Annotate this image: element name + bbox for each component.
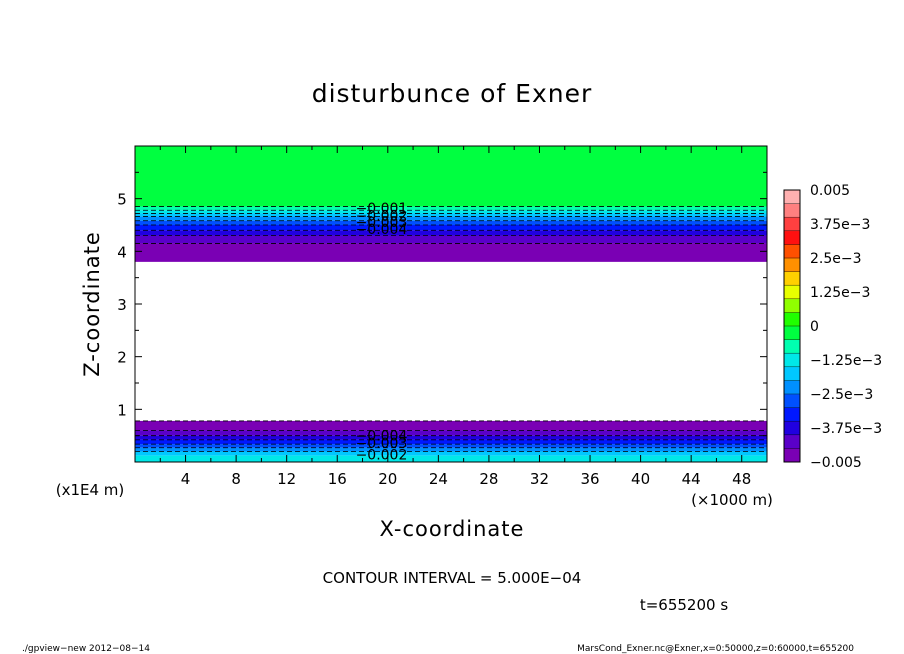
colorbar-labels: 0.005 3.75e−3 2.5e−3 1.25e−3 0 −1.25e−3 −2.5e−… bbox=[810, 183, 882, 471]
colorbar-label-4: 0 bbox=[810, 319, 819, 335]
footer-right: MarsCond_Exner.nc@Exner,x=0:50000,z=0:60… bbox=[577, 644, 854, 654]
colorbar-segment-7 bbox=[784, 353, 800, 368]
x-tick-label-12: 12 bbox=[277, 470, 296, 488]
colorbar-segment-16 bbox=[784, 230, 800, 245]
contour-label-5: −0.003 bbox=[356, 436, 408, 452]
colorbar-label-6: −2.5e−3 bbox=[810, 387, 873, 403]
colorbar-segment-14 bbox=[784, 258, 800, 272]
colorbar-label-2: 2.5e−3 bbox=[810, 251, 862, 267]
contour-band-14 bbox=[135, 444, 767, 448]
y-tick-label-2: 2 bbox=[117, 349, 127, 367]
contour-band-7 bbox=[135, 230, 767, 236]
x-tick-label-24: 24 bbox=[429, 470, 448, 488]
contour-label-1: −0.002 bbox=[356, 209, 408, 225]
contour-band-2 bbox=[135, 210, 767, 214]
x-tick-label-16: 16 bbox=[328, 470, 347, 488]
colorbar-segment-12 bbox=[784, 285, 800, 300]
chart-title: disturbunce of Exner bbox=[312, 79, 593, 108]
footer-left: ./gpview−new 2012−08−14 bbox=[22, 644, 150, 654]
colorbar-label-3: 1.25e−3 bbox=[810, 285, 870, 301]
contour-band-12 bbox=[135, 435, 767, 440]
contour-band-5 bbox=[135, 220, 767, 225]
x-axis-label: X-coordinate bbox=[380, 517, 525, 541]
contour-band-10 bbox=[135, 420, 767, 431]
contour-labels: −0.001−0.002−0.003−0.004−0.004−0.003−0.0… bbox=[356, 201, 408, 463]
colorbar-label-1: 3.75e−3 bbox=[810, 217, 870, 233]
colorbar-label-0: 0.005 bbox=[810, 183, 850, 199]
colorbar-frame bbox=[783, 189, 801, 463]
colorbar bbox=[783, 189, 801, 463]
contour-band-3 bbox=[135, 213, 767, 217]
colorbar-segment-18 bbox=[784, 203, 800, 218]
time-text: t=655200 s bbox=[640, 596, 728, 614]
contour-band-6 bbox=[135, 225, 767, 231]
x-axis: 4 8 12 16 20 24 28 32 36 40 44 48 bbox=[159, 146, 768, 488]
y-tick-label-3: 3 bbox=[117, 296, 127, 314]
contour-band-0 bbox=[135, 146, 767, 207]
y-tick-label-1: 1 bbox=[117, 401, 127, 419]
x-unit-label: (×1000 m) bbox=[691, 491, 773, 509]
contour-label-2: −0.003 bbox=[356, 215, 408, 231]
y-axis-label: Z-coordinate bbox=[80, 231, 104, 377]
contour-label-6: −0.002 bbox=[356, 448, 408, 464]
x-tick-label-32: 32 bbox=[530, 470, 549, 488]
x-tick-label-8: 8 bbox=[231, 470, 241, 488]
colorbar-segment-0 bbox=[784, 448, 800, 463]
contour-band-16 bbox=[135, 451, 767, 456]
contour-interval-text: CONTOUR INTERVAL = 5.000E−04 bbox=[323, 569, 582, 587]
colorbar-segment-8 bbox=[784, 339, 800, 354]
contour-bands bbox=[135, 146, 767, 462]
x-tick-label-40: 40 bbox=[631, 470, 650, 488]
colorbar-segment-1 bbox=[784, 434, 800, 449]
colorbar-segment-9 bbox=[784, 326, 800, 340]
y-tick-label-5: 5 bbox=[117, 191, 127, 209]
contour-lines bbox=[135, 145, 767, 452]
y-tick-label-4: 4 bbox=[117, 243, 127, 261]
contour-band-11 bbox=[135, 430, 767, 436]
colorbar-segment-2 bbox=[784, 421, 800, 436]
colorbar-segment-6 bbox=[784, 366, 800, 381]
x-tick-label-44: 44 bbox=[682, 470, 701, 488]
colorbar-label-7: −3.75e−3 bbox=[810, 421, 882, 437]
contour-band-9 bbox=[135, 243, 767, 262]
contour-label-4: −0.004 bbox=[356, 429, 408, 445]
x-tick-label-48: 48 bbox=[732, 470, 751, 488]
x-tick-label-28: 28 bbox=[479, 470, 498, 488]
contour-band-1 bbox=[135, 206, 767, 211]
colorbar-label-8: −0.005 bbox=[810, 455, 862, 471]
x-tick-label-36: 36 bbox=[580, 470, 599, 488]
colorbar-segment-11 bbox=[784, 298, 800, 313]
contour-band-4 bbox=[135, 216, 767, 221]
colorbar-segment-10 bbox=[784, 312, 800, 327]
contour-band-8 bbox=[135, 235, 767, 244]
contour-label-0: −0.001 bbox=[356, 201, 408, 217]
contour-band-17 bbox=[135, 455, 767, 462]
colorbar-segment-5 bbox=[784, 380, 800, 395]
colorbar-label-5: −1.25e−3 bbox=[810, 353, 882, 369]
colorbar-segment-15 bbox=[784, 244, 800, 259]
colorbar-segment-3 bbox=[784, 407, 800, 422]
colorbar-segment-19 bbox=[784, 190, 800, 204]
contour-label-3: −0.004 bbox=[356, 222, 408, 238]
colorbar-segment-4 bbox=[784, 394, 800, 408]
y-axis: 1 2 3 4 5 bbox=[117, 171, 767, 437]
colorbar-segment-17 bbox=[784, 217, 800, 232]
y-unit-label: (x1E4 m) bbox=[56, 481, 125, 499]
contour-band-13 bbox=[135, 439, 767, 445]
contour-band-15 bbox=[135, 447, 767, 452]
colorbar-segment-13 bbox=[784, 271, 800, 286]
x-tick-label-4: 4 bbox=[181, 470, 191, 488]
x-tick-label-20: 20 bbox=[378, 470, 397, 488]
